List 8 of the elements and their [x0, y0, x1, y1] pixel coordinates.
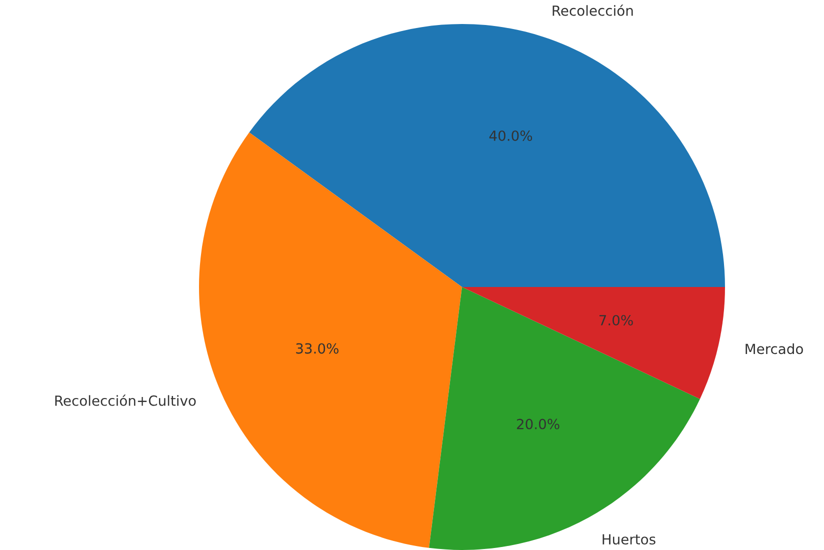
data-label: 20.0%	[516, 418, 560, 430]
slice-label: Mercado	[746, 343, 803, 354]
slice-label: Recolección+Cultivo	[55, 394, 196, 406]
data-label: 7.0%	[599, 314, 633, 326]
slice-label: Huertos	[602, 534, 656, 545]
slice-label: Recolección	[552, 4, 633, 16]
data-label: 33.0%	[296, 343, 338, 354]
data-label: 40.0%	[489, 130, 532, 141]
